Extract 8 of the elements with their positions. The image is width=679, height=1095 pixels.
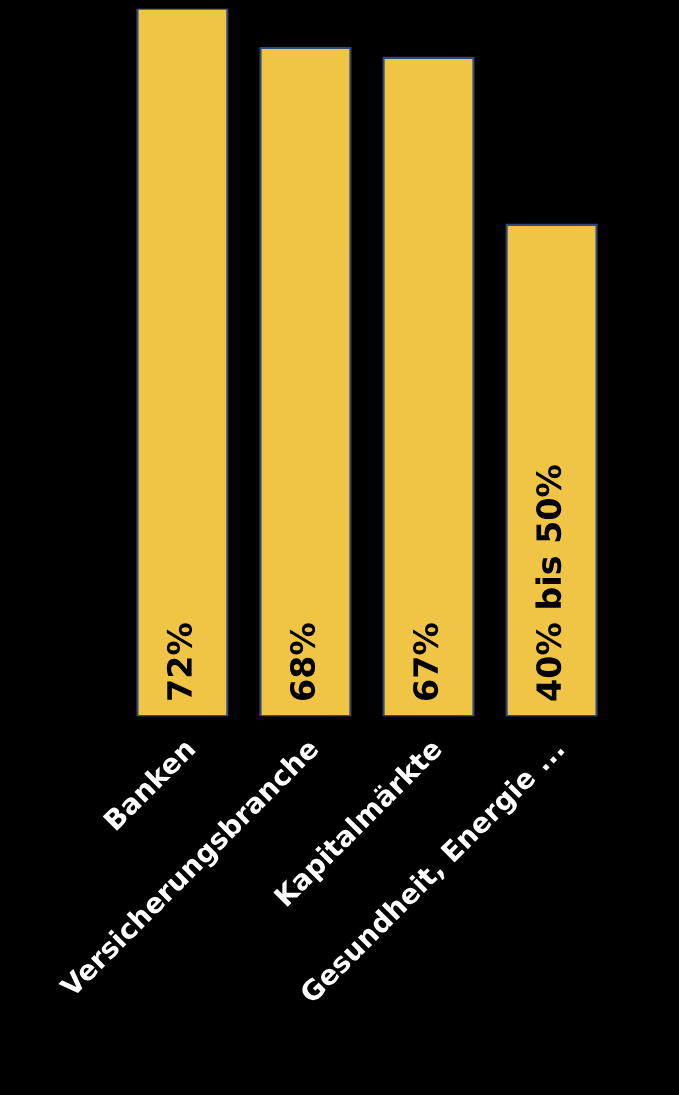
bar [382, 56, 475, 717]
data-label: 40% bis 50% [535, 465, 562, 701]
bar [505, 223, 598, 717]
data-label: 68% [289, 623, 316, 700]
bar [136, 8, 229, 717]
bar [259, 47, 352, 717]
data-label: 72% [166, 623, 193, 700]
data-label: 67% [412, 623, 439, 700]
